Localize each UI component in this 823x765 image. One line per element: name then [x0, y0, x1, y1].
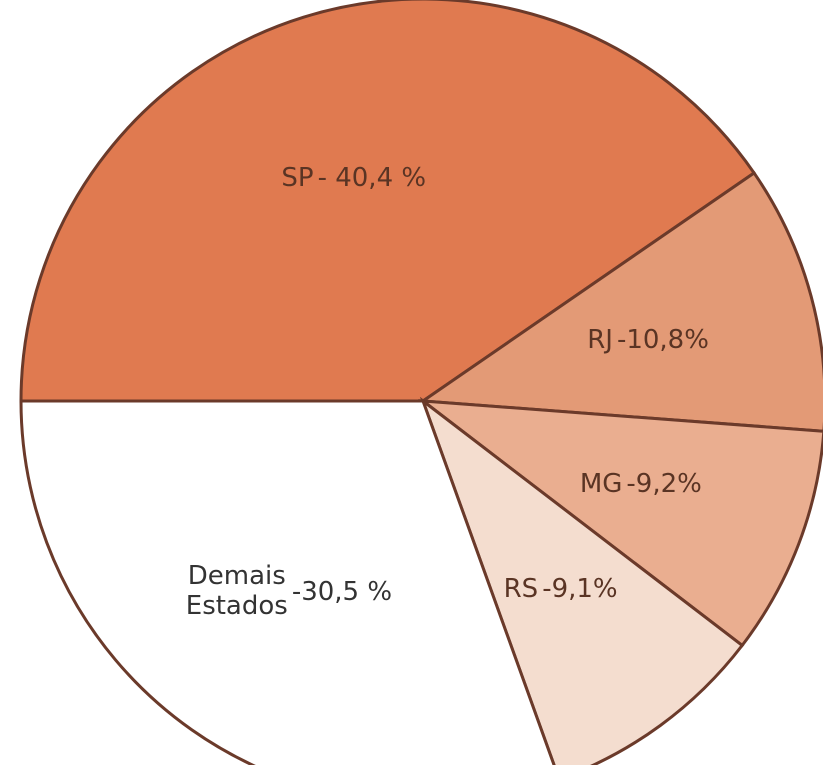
- slice-label: RJ -10,8%: [587, 325, 709, 355]
- pie-slice: [418, 170, 823, 433]
- category-label: SP: [281, 163, 314, 194]
- value-label: -10,8%: [616, 325, 709, 356]
- value-label: -9,2%: [626, 469, 702, 500]
- slice-label: Demais Estados -30,5 %: [185, 560, 393, 622]
- category-label: Demais Estados: [185, 560, 288, 621]
- category-label: RJ: [587, 325, 613, 356]
- value-label: - 40,4 %: [317, 163, 427, 194]
- value-label: -9,1%: [542, 574, 618, 605]
- pie-slice: [418, 399, 823, 648]
- slice-label: SP - 40,4 %: [281, 163, 426, 193]
- pie-slice: [419, 396, 745, 765]
- slice-label: RS -9,1%: [504, 574, 618, 604]
- slice-label: MG -9,2%: [580, 469, 702, 499]
- pie-slice: [19, 399, 556, 765]
- category-label: RS: [503, 574, 539, 605]
- value-label: -30,5 %: [291, 576, 393, 607]
- pie-slice: [19, 0, 757, 403]
- category-label: MG: [579, 469, 623, 500]
